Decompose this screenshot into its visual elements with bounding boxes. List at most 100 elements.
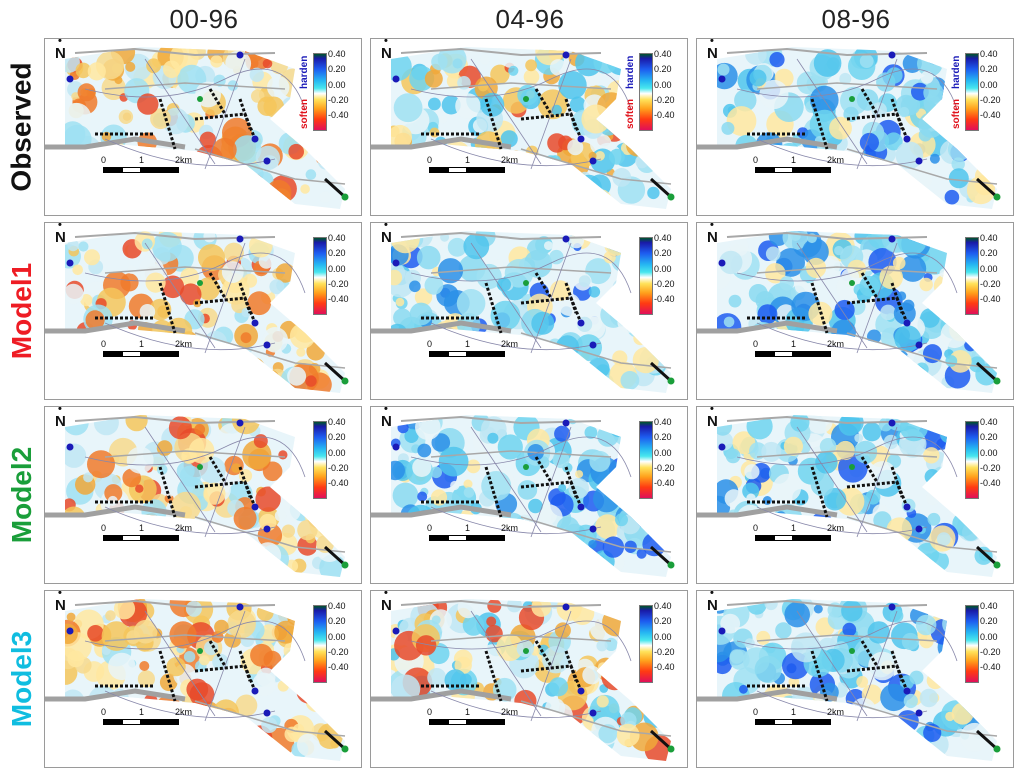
scale-label: 2km bbox=[827, 707, 845, 717]
north-arrow-icon: N bbox=[707, 591, 718, 614]
colorbar-tick-label: -0.40 bbox=[980, 478, 1001, 489]
colorbar-tick-label: 0.20 bbox=[980, 64, 998, 75]
colorbar-tick-label: -0.40 bbox=[328, 110, 349, 121]
scale-bar bbox=[429, 167, 505, 173]
column-header-00-96: 00-96 bbox=[169, 4, 239, 34]
scale-label: 0 bbox=[753, 339, 759, 349]
row-label-model3: Model3 bbox=[6, 630, 37, 728]
colorbar-tick-label: -0.20 bbox=[654, 278, 675, 289]
colorbar-tick-label: -0.40 bbox=[654, 110, 675, 121]
colorbar-tick-label: -0.20 bbox=[980, 278, 1001, 289]
colorbar-tick-label: 0.40 bbox=[654, 601, 672, 611]
colorbar-tick-label: 0.00 bbox=[980, 263, 998, 274]
north-arrow-icon: N bbox=[381, 407, 392, 430]
scale-label: 1 bbox=[465, 339, 471, 349]
colorbar-tick-label: -0.40 bbox=[328, 662, 349, 673]
scale-bar bbox=[429, 535, 505, 541]
row-label-observed: Observed bbox=[6, 62, 38, 192]
scale-bar bbox=[103, 167, 179, 173]
colorbar-ticks: 0.40 0.20 0.00 -0.20 -0.40 bbox=[328, 599, 349, 675]
colorbar-tick-label: -0.20 bbox=[328, 94, 349, 105]
colorbar bbox=[965, 53, 979, 131]
colorbar-tick-label: 0.40 bbox=[980, 417, 998, 427]
scale-label: 1 bbox=[465, 523, 471, 533]
colorbar-tick-label: 0.20 bbox=[328, 432, 346, 443]
colorbar-ticks: 0.40 0.20 0.00 -0.20 -0.40 bbox=[654, 47, 675, 123]
north-arrow-icon: N bbox=[381, 223, 392, 246]
scale-label: 2km bbox=[501, 523, 519, 533]
colorbar-tick-label: 0.20 bbox=[980, 616, 998, 627]
colorbar bbox=[965, 421, 979, 499]
north-arrow-icon: N bbox=[707, 407, 718, 430]
colorbar-tick-label: -0.20 bbox=[654, 94, 675, 105]
colorbar bbox=[639, 605, 653, 683]
scale-label: 2km bbox=[175, 339, 193, 349]
row-label-model1: Model1 bbox=[6, 262, 37, 360]
map-panel-model1-00-96: N 0.40 0.20 0.00 -0.20 -0.40 0 1 2km bbox=[44, 222, 362, 400]
scale-bar bbox=[103, 719, 179, 725]
colorbar bbox=[639, 237, 653, 315]
colorbar bbox=[639, 421, 653, 499]
colorbar-tick-label: 0.00 bbox=[328, 79, 346, 90]
north-arrow-icon: N bbox=[707, 39, 718, 62]
colorbar-tick-label: -0.20 bbox=[654, 646, 675, 657]
colorbar-ticks: 0.40 0.20 0.00 -0.20 -0.40 bbox=[654, 231, 675, 307]
colorbar-tick-label: 0.20 bbox=[328, 64, 346, 75]
harden-label: harden bbox=[951, 55, 962, 89]
colorbar-tick-label: 0.00 bbox=[654, 79, 672, 90]
soften-label: soften bbox=[299, 99, 310, 129]
colorbar-tick-label: 0.40 bbox=[980, 49, 998, 59]
colorbar-tick-label: 0.40 bbox=[980, 601, 998, 611]
colorbar-ticks: 0.40 0.20 0.00 -0.20 -0.40 bbox=[980, 231, 1001, 307]
scale-label: 2km bbox=[827, 339, 845, 349]
colorbar-tick-label: 0.40 bbox=[654, 417, 672, 427]
colorbar-ticks: 0.40 0.20 0.00 -0.20 -0.40 bbox=[980, 415, 1001, 491]
colorbar-tick-label: 0.20 bbox=[328, 248, 346, 259]
colorbar-tick-label: -0.40 bbox=[980, 294, 1001, 305]
soften-label: soften bbox=[951, 99, 962, 129]
map-panel-model2-08-96: N 0.40 0.20 0.00 -0.20 -0.40 0 1 2km bbox=[696, 406, 1014, 584]
colorbar-tick-label: -0.20 bbox=[980, 462, 1001, 473]
colorbar-tick-label: -0.40 bbox=[654, 662, 675, 673]
map-panel-model2-04-96: N 0.40 0.20 0.00 -0.20 -0.40 0 1 2km bbox=[370, 406, 688, 584]
scale-label: 2km bbox=[501, 707, 519, 717]
colorbar-tick-label: 0.20 bbox=[328, 616, 346, 627]
colorbar-tick-label: -0.40 bbox=[980, 110, 1001, 121]
colorbar-tick-label: -0.20 bbox=[980, 646, 1001, 657]
harden-label: harden bbox=[625, 55, 636, 89]
scale-label: 2km bbox=[501, 155, 519, 165]
scale-label: 0 bbox=[753, 523, 759, 533]
colorbar-tick-label: -0.20 bbox=[328, 462, 349, 473]
scale-bar bbox=[103, 535, 179, 541]
colorbar-tick-label: 0.40 bbox=[328, 601, 346, 611]
column-header-08-96: 08-96 bbox=[821, 4, 891, 34]
colorbar-tick-label: 0.20 bbox=[654, 616, 672, 627]
colorbar-tick-label: 0.20 bbox=[654, 432, 672, 443]
column-header-04-96: 04-96 bbox=[495, 4, 565, 34]
colorbar-ticks: 0.40 0.20 0.00 -0.20 -0.40 bbox=[980, 599, 1001, 675]
colorbar-ticks: 0.40 0.20 0.00 -0.20 -0.40 bbox=[654, 599, 675, 675]
row-label-model2: Model2 bbox=[6, 446, 37, 544]
north-arrow-icon: N bbox=[55, 591, 66, 614]
colorbar-tick-label: -0.40 bbox=[328, 478, 349, 489]
scale-label: 1 bbox=[465, 707, 471, 717]
colorbar-tick-label: 0.00 bbox=[328, 631, 346, 642]
scale-label: 1 bbox=[139, 155, 145, 165]
colorbar-ticks: 0.40 0.20 0.00 -0.20 -0.40 bbox=[328, 231, 349, 307]
colorbar-ticks: 0.40 0.20 0.00 -0.20 -0.40 bbox=[980, 47, 1001, 123]
map-panel-model3-00-96: N 0.40 0.20 0.00 -0.20 -0.40 0 1 2km bbox=[44, 590, 362, 768]
scale-label: 1 bbox=[139, 339, 145, 349]
scale-label: 0 bbox=[427, 707, 433, 717]
colorbar-tick-label: 0.00 bbox=[654, 631, 672, 642]
north-arrow-icon: N bbox=[55, 39, 66, 62]
scale-label: 1 bbox=[791, 523, 797, 533]
north-arrow-icon: N bbox=[55, 223, 66, 246]
colorbar-tick-label: 0.00 bbox=[654, 263, 672, 274]
scale-label: 2km bbox=[175, 523, 193, 533]
colorbar bbox=[639, 53, 653, 131]
colorbar-tick-label: 0.00 bbox=[980, 631, 998, 642]
scale-label: 2km bbox=[827, 523, 845, 533]
colorbar-tick-label: -0.40 bbox=[654, 478, 675, 489]
colorbar-ticks: 0.40 0.20 0.00 -0.20 -0.40 bbox=[654, 415, 675, 491]
map-panel-model3-04-96: N 0.40 0.20 0.00 -0.20 -0.40 0 1 2km bbox=[370, 590, 688, 768]
